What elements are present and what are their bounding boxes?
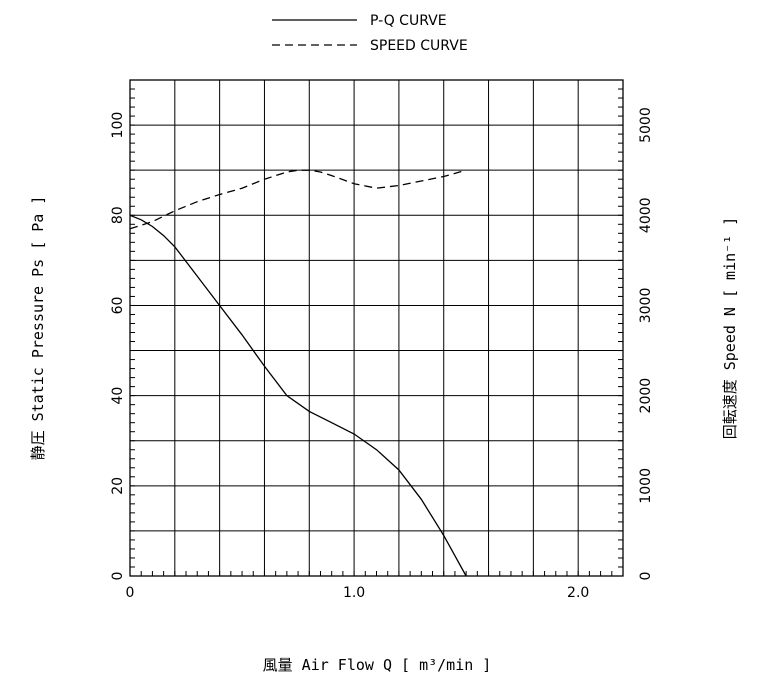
y-right-tick-label: 3000 (638, 288, 654, 324)
y-left-tick-labels: 0 20 40 60 80 100 (110, 112, 126, 581)
x-axis-title: 風量 Air Flow Q [ m³/min ] (263, 656, 492, 674)
minor-ticks (130, 88, 623, 576)
speed-curve-line (129, 169, 467, 230)
y-left-tick-label: 80 (110, 206, 126, 224)
y-left-tick-label: 20 (110, 477, 126, 495)
y-left-tick-label: 100 (110, 112, 126, 139)
plot-frame (129, 79, 624, 577)
y-right-tick-label: 5000 (638, 107, 654, 143)
x-tick-label: 2.0 (567, 585, 589, 601)
legend-label-pq: P-Q CURVE (370, 13, 447, 29)
legend: P-Q CURVE SPEED CURVE (272, 13, 468, 54)
y-right-tick-label: 0 (638, 572, 654, 581)
y-left-tick-label: 60 (110, 297, 126, 315)
y-left-tick-label: 40 (110, 387, 126, 405)
legend-label-speed: SPEED CURVE (370, 38, 468, 54)
x-tick-label: 0 (126, 585, 135, 601)
x-tick-labels: 0 1.0 2.0 (126, 585, 590, 601)
grid (130, 80, 623, 576)
y-right-tick-label: 2000 (638, 378, 654, 414)
y-right-tick-labels: 0 1000 2000 3000 4000 5000 (638, 107, 654, 580)
y-right-tick-label: 4000 (638, 197, 654, 233)
series-group (129, 169, 467, 577)
y-right-axis-title: 回転速度 Speed N [ min⁻¹ ] (721, 217, 739, 440)
y-left-tick-label: 0 (110, 572, 126, 581)
y-left-axis-title: 静圧 Static Pressure Ps [ Pa ] (29, 196, 47, 461)
y-right-tick-label: 1000 (638, 468, 654, 504)
pq-curve-line (129, 214, 467, 577)
x-tick-label: 1.0 (343, 585, 365, 601)
